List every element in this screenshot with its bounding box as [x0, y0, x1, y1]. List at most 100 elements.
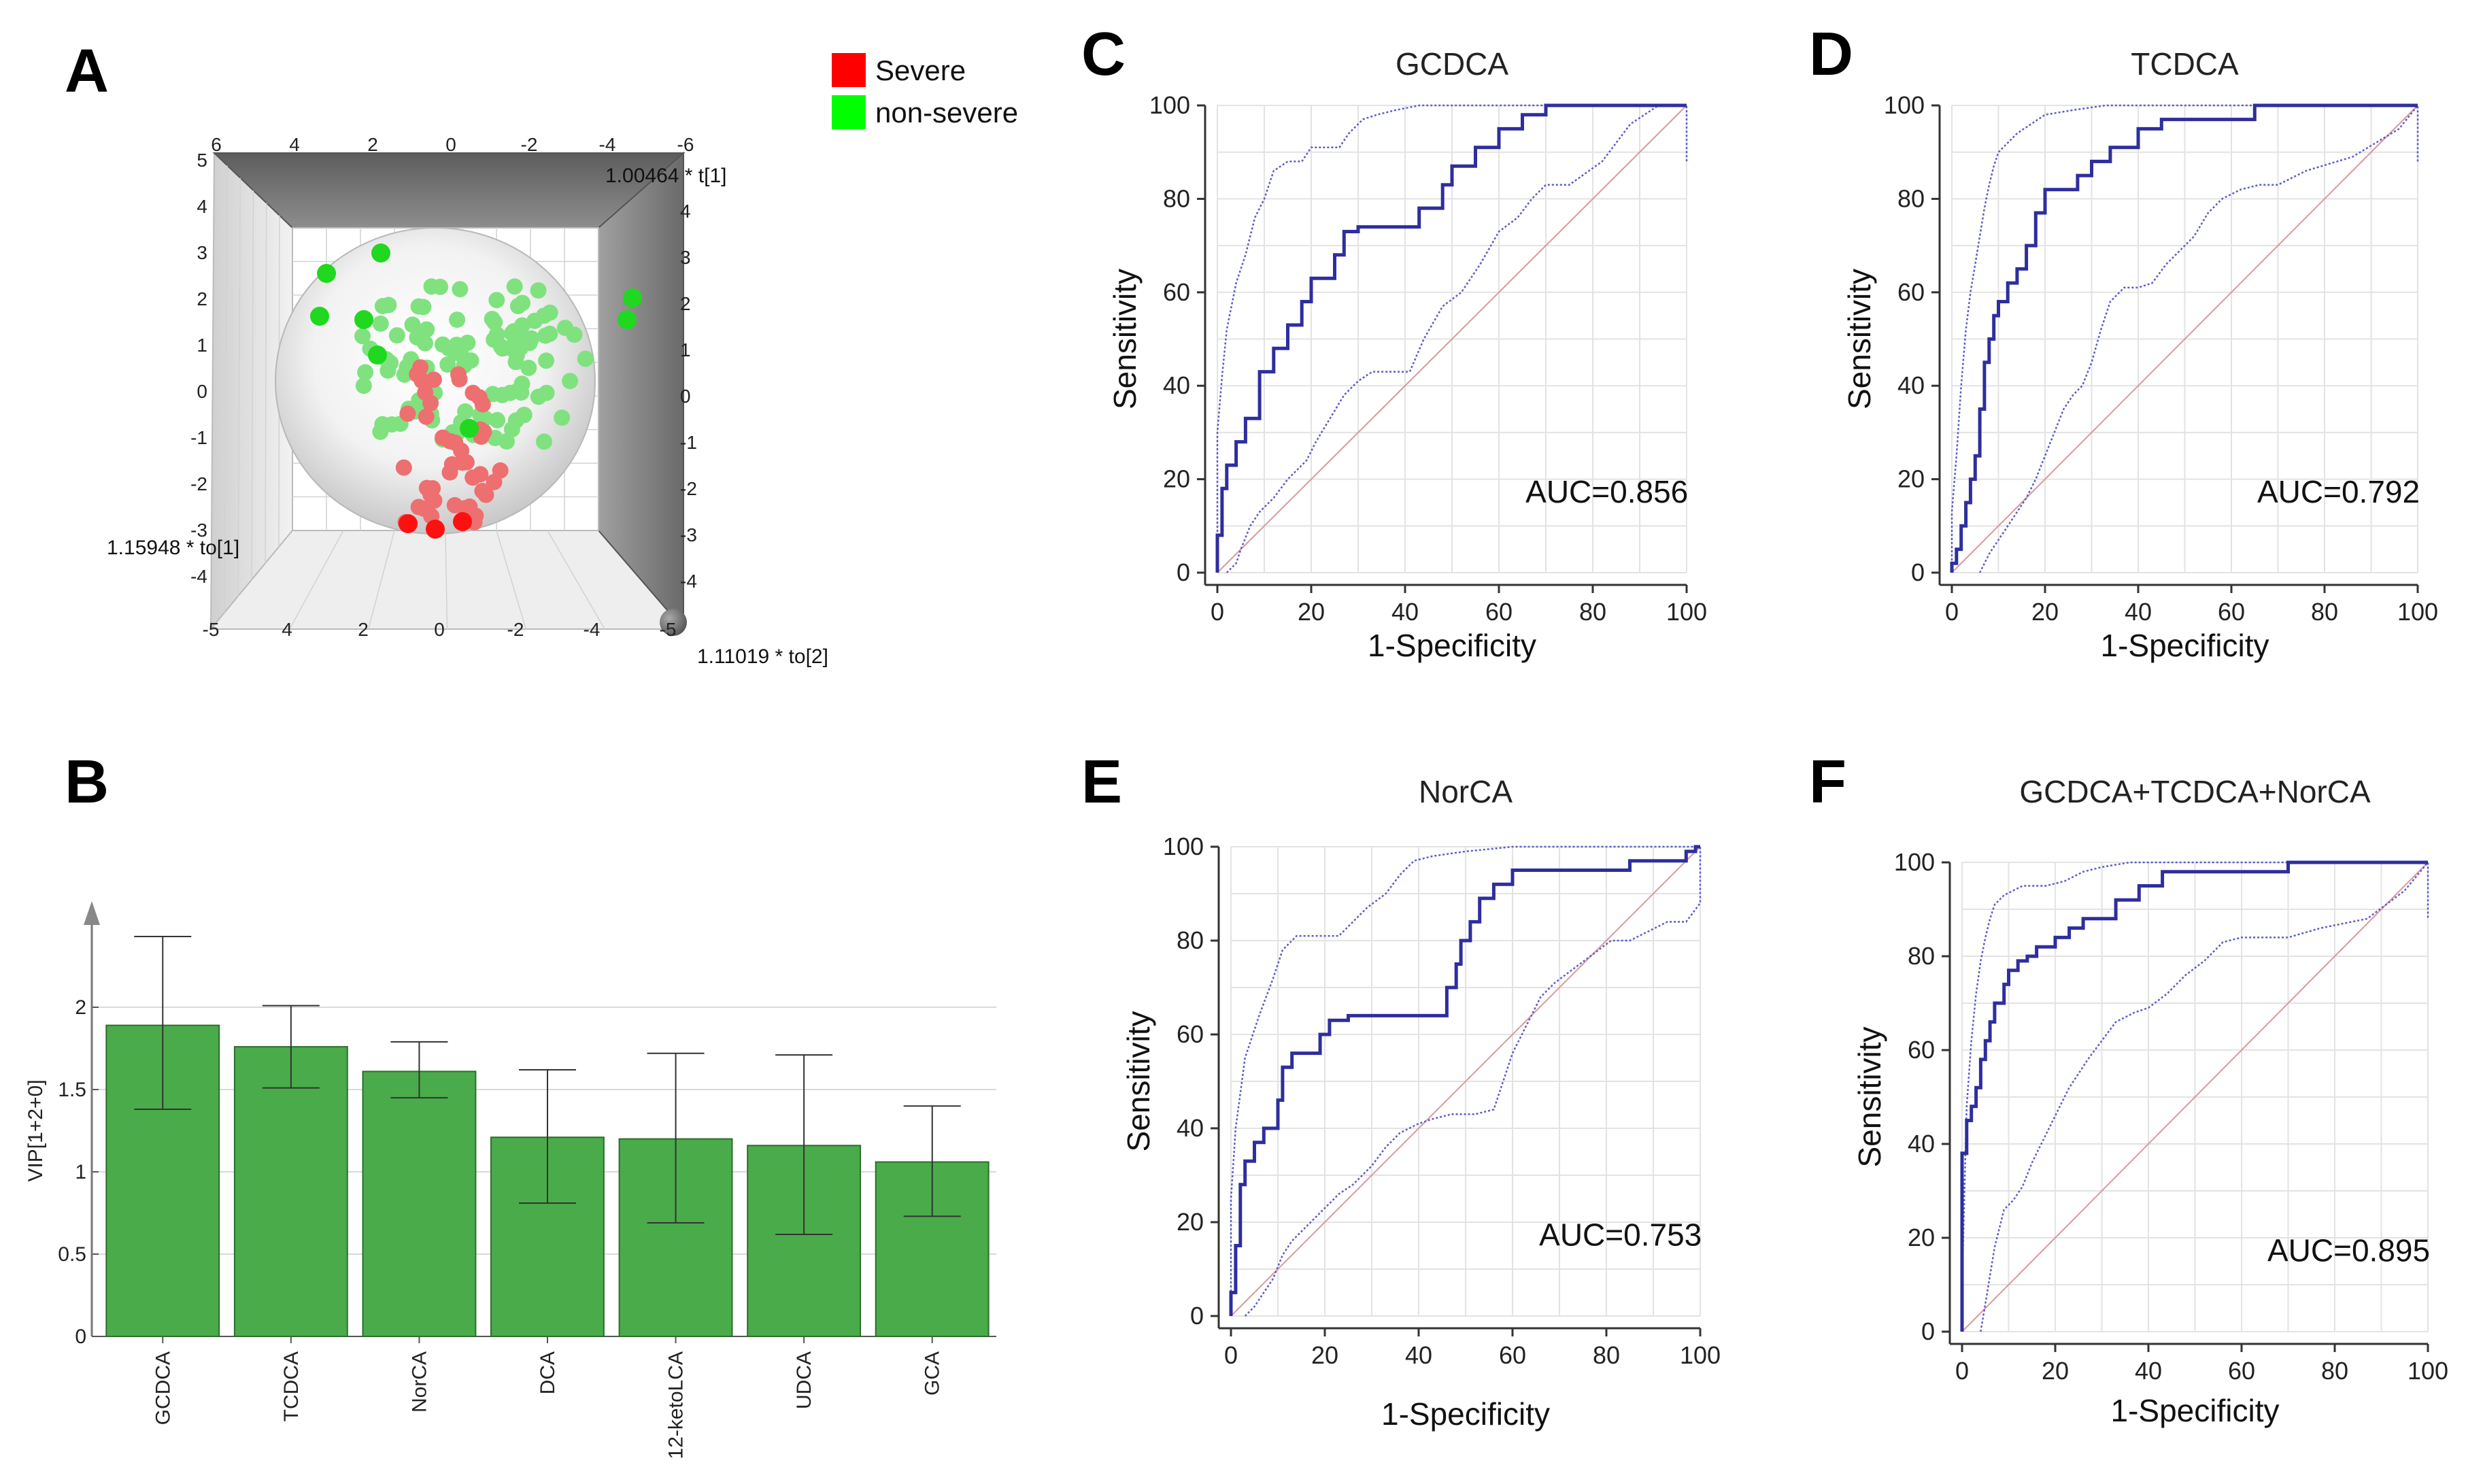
score-plot-legend: Severe non-severe — [832, 53, 1018, 129]
roc-x-tick-label: 80 — [1593, 1341, 1620, 1369]
non-severe-point — [457, 403, 474, 420]
left-tick-label: 4 — [197, 196, 207, 217]
roc-title: GCDCA — [1396, 46, 1508, 82]
severe-point — [471, 389, 488, 406]
non-severe-point — [509, 346, 525, 363]
roc-y-tick-label: 20 — [1897, 465, 1925, 493]
roc-y-tick-label: 100 — [1149, 91, 1190, 119]
roc-y-tick-label: 0 — [1177, 558, 1190, 586]
bottom-tick-labels: -5 4 2 0 -2 -4 -5 — [203, 619, 677, 640]
right-tick-label: 3 — [680, 247, 691, 268]
legend-swatch-non-severe — [832, 95, 866, 129]
right-tick-label: -3 — [680, 524, 697, 545]
severe-point — [412, 359, 428, 376]
top-tick-label: -2 — [521, 134, 538, 155]
non-severe-point — [623, 288, 642, 307]
severe-point — [426, 520, 445, 539]
roc-x-tick-label: 0 — [1945, 598, 1959, 626]
roc-x-tick-label: 0 — [1211, 598, 1224, 626]
roc-y-tick-label: 80 — [1163, 184, 1190, 212]
roc-chart-norca: 00 20 20 40 40 60 60 80 80 100 100 NorCA AUC=0.753 1-… — [1121, 774, 1721, 1432]
roc-y-tick-label: 100 — [1163, 832, 1204, 860]
roc-ci-lower — [1980, 860, 2429, 1332]
non-severe-point — [530, 388, 547, 405]
left-tick-label: -2 — [190, 473, 207, 494]
roc-reference-diagonal — [1961, 862, 2429, 1332]
left-tick-label: 3 — [197, 242, 207, 263]
roc-y-tick-label: 60 — [1177, 1020, 1204, 1048]
bottom-tick-label: 4 — [282, 619, 292, 640]
vip-y-tick-label: 1.5 — [58, 1079, 86, 1101]
roc-x-tick-label: 80 — [1579, 598, 1606, 626]
roc-y-tick-label: 40 — [1897, 371, 1925, 399]
score-plot-3d: 6 4 2 0 -2 -4 -6 -5 4 2 0 -2 -4 -5 5 4 3 2 1 0 -1 -2 -3 -4 4 3… — [107, 53, 1018, 668]
roc-y-tick-label: 60 — [1908, 1036, 1935, 1064]
roc-y-axis-label: Sensitivity — [1842, 269, 1877, 409]
non-severe-point — [536, 433, 552, 450]
roc-y-tick-label: 100 — [1894, 848, 1935, 876]
non-severe-point — [380, 297, 397, 314]
non-severe-point — [310, 307, 329, 326]
roc-y-tick-label: 60 — [1163, 278, 1190, 306]
left-tick-label: 0 — [197, 381, 207, 402]
roc-ci-lower — [1978, 103, 2419, 573]
axis-label-to1: 1.15948 * to[1] — [107, 537, 239, 559]
roc-curve — [1229, 845, 1700, 1316]
non-severe-point — [388, 327, 405, 344]
severe-point — [422, 394, 439, 411]
non-severe-point — [554, 409, 571, 426]
non-severe-point — [355, 377, 372, 394]
non-severe-point — [484, 311, 501, 327]
vip-y-axis-label: VIP[1+2+0] — [24, 1079, 47, 1181]
roc-x-tick-label: 60 — [2228, 1357, 2255, 1385]
score-points — [310, 243, 642, 539]
roc-y-axis-label: Sensitivity — [1107, 269, 1143, 409]
non-severe-point — [484, 386, 501, 403]
left-tick-label: -1 — [190, 427, 207, 448]
vip-category-label: GCA — [922, 1351, 944, 1396]
vip-y-axis-arrow — [84, 901, 100, 925]
roc-y-tick-label: 40 — [1163, 371, 1190, 399]
non-severe-point — [372, 315, 389, 332]
right-tick-label: 0 — [680, 386, 691, 407]
top-tick-label: -4 — [599, 134, 616, 155]
roc-x-tick-label: 0 — [1224, 1341, 1238, 1369]
roc-x-tick-label: 40 — [2125, 598, 2152, 626]
roc-x-tick-label: 60 — [2218, 598, 2245, 626]
roc-y-tick-label: 60 — [1897, 278, 1925, 306]
roc-title: GCDCA+TCDCA+NorCA — [2019, 774, 2371, 809]
axis-label-to2: 1.11019 * to[2] — [697, 645, 828, 668]
non-severe-point — [368, 345, 387, 365]
roc-title: NorCA — [1419, 774, 1513, 809]
vip-category-label: GCDCA — [152, 1351, 174, 1425]
non-severe-point — [489, 411, 506, 428]
top-tick-labels: 6 4 2 0 -2 -4 -6 — [211, 134, 694, 155]
roc-ci-lower — [1226, 104, 1688, 573]
roc-x-tick-label: 20 — [1298, 598, 1325, 626]
severe-point — [441, 464, 458, 481]
roc-reference-diagonal — [1217, 105, 1687, 573]
top-tick-label: -6 — [677, 134, 694, 155]
non-severe-point — [494, 340, 511, 357]
axis-label-t1: 1.00464 * t[1] — [605, 165, 726, 187]
roc-x-tick-label: 80 — [2311, 598, 2338, 626]
bottom-tick-label: 2 — [358, 619, 369, 640]
vip-category-label: UDCA — [793, 1351, 815, 1409]
severe-point — [447, 434, 464, 451]
bottom-tick-label: -4 — [584, 619, 601, 640]
roc-x-tick-label: 20 — [2042, 1357, 2069, 1385]
severe-point — [492, 462, 509, 479]
right-tick-label: 4 — [680, 201, 691, 222]
vip-y-tick-label: 2 — [75, 996, 86, 1019]
roc-auc-label: AUC=0.792 — [2257, 474, 2420, 509]
right-tick-label: 2 — [680, 293, 691, 314]
non-severe-point — [514, 333, 531, 350]
left-tick-label: -4 — [190, 566, 207, 587]
roc-x-tick-label: 60 — [1499, 1341, 1526, 1369]
left-tick-label: -3 — [190, 520, 207, 541]
roc-chart-combined: 00 20 20 40 40 60 60 80 80 100 100 GCDCA+TCDCA+NorC… — [1852, 774, 2448, 1428]
top-tick-label: 2 — [367, 134, 378, 155]
bottom-tick-label: -5 — [660, 619, 677, 640]
roc-y-tick-label: 20 — [1177, 1208, 1204, 1236]
non-severe-point — [557, 320, 573, 337]
